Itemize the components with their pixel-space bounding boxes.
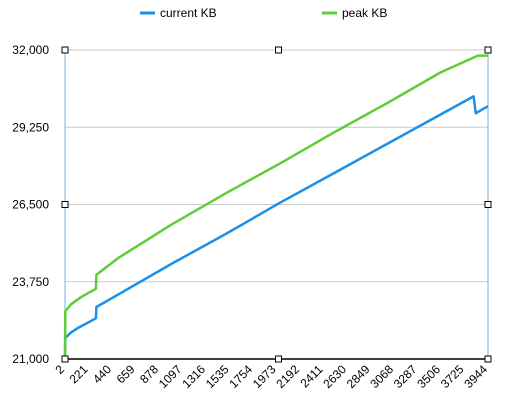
- selection-handle[interactable]: [61, 201, 69, 208]
- x-tick-label: 2411: [297, 362, 325, 390]
- y-tick-label: 23,750: [12, 275, 49, 289]
- x-tick-label: 1316: [179, 362, 208, 391]
- legend-label-peak-kb: peak KB: [342, 6, 387, 20]
- legend-label-current-kb: current KB: [160, 6, 217, 20]
- y-tick-label: 26,500: [12, 198, 49, 212]
- y-tick-label: 29,250: [12, 120, 49, 134]
- x-tick-label: 659: [114, 362, 138, 386]
- x-tick-label: 221: [67, 362, 91, 386]
- selection-handle[interactable]: [61, 46, 69, 54]
- x-tick-label: 2849: [344, 362, 373, 391]
- selection-handle[interactable]: [484, 355, 492, 363]
- x-tick-label: 3506: [414, 362, 443, 391]
- x-tick-label: 3287: [391, 362, 420, 391]
- x-tick-label: 3725: [438, 362, 467, 391]
- x-tick-labels: 2 221 440 659 878109713161535175419732192241…: [52, 362, 490, 391]
- y-tick-label: 32,000: [12, 43, 49, 57]
- series-line-current-kb: [63, 95, 489, 357]
- x-tick-label: 3944: [461, 362, 490, 391]
- x-tick-label: 1535: [203, 362, 232, 391]
- selection-handle[interactable]: [275, 355, 282, 363]
- x-tick-label: 440: [90, 362, 114, 386]
- legend: current KB peak KB: [140, 6, 387, 20]
- x-tick-label: 2: [52, 362, 67, 377]
- selection-handle[interactable]: [275, 46, 282, 54]
- x-tick-label: 2630: [320, 362, 349, 391]
- selection-handle[interactable]: [484, 46, 492, 54]
- selection-handle[interactable]: [484, 201, 492, 208]
- y-tick-label: 21,000: [12, 352, 49, 366]
- x-tick-label: 2192: [273, 362, 302, 391]
- x-tick-label: 1754: [226, 362, 255, 391]
- x-tick-label: 1097: [156, 362, 185, 391]
- x-tick-label: 1973: [250, 362, 279, 391]
- selection-handles[interactable]: [61, 46, 492, 363]
- series-line-peak-kb: [63, 54, 488, 357]
- series-lines: [63, 54, 489, 357]
- y-tick-labels: 21,000 23,750 26,500 29,250 32,000: [12, 43, 49, 366]
- selection-handle[interactable]: [61, 355, 69, 363]
- x-tick-label: 3068: [367, 362, 396, 391]
